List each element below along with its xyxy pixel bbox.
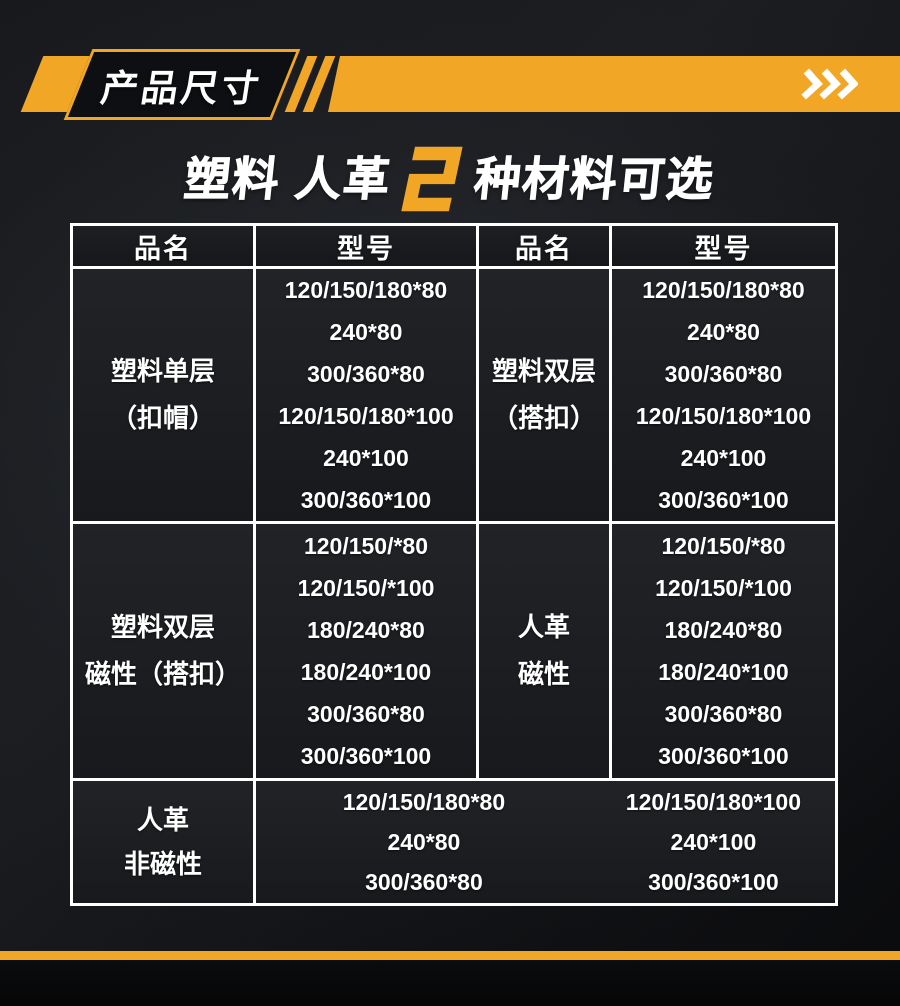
row3-name: 人革 非磁性 — [73, 781, 253, 903]
headline-suffix: 种材料可选 — [472, 153, 718, 206]
triple-chevron-right-icon — [801, 68, 859, 100]
row3-models-right: 120/150/180*100 240*100 300/360*100 — [625, 789, 802, 895]
row1-right-name: 塑料双层 （搭扣） — [479, 269, 609, 521]
bottom-accent-strip — [0, 951, 900, 960]
row2-right-models: 120/150/*80 120/150/*100 180/240*80 180/… — [612, 524, 835, 778]
banner-title-box: 产品尺寸 — [63, 49, 301, 120]
size-table: 品名 型号 品名 型号 塑料单层 （扣帽） 120/150/180*80 240… — [70, 223, 838, 906]
col-header-name-2: 品名 — [479, 226, 609, 266]
row2-right-name: 人革 磁性 — [479, 524, 609, 778]
row3-merged-models: 120/150/180*80 240*80 300/360*80 120/150… — [256, 781, 835, 903]
bottom-dark-area — [0, 960, 900, 1006]
row3-models-wrap: 120/150/180*80 240*80 300/360*80 120/150… — [256, 781, 835, 903]
col-header-model-1: 型号 — [256, 226, 476, 266]
banner-title: 产品尺寸 — [98, 67, 265, 109]
col-header-name-1: 品名 — [73, 226, 253, 266]
row1-left-models: 120/150/180*80 240*80 300/360*80 120/150… — [256, 269, 476, 521]
row1-left-name: 塑料单层 （扣帽） — [73, 269, 253, 521]
row1-right-models: 120/150/180*80 240*80 300/360*80 120/150… — [612, 269, 835, 521]
headline-number-2: 2 — [401, 140, 463, 213]
row2-left-name: 塑料双层 磁性（搭扣） — [73, 524, 253, 778]
headline: 塑料 人革 2 种材料可选 — [0, 138, 900, 214]
banner: 产品尺寸 — [0, 0, 900, 130]
headline-prefix: 塑料 人革 — [181, 153, 394, 206]
row2-left-models: 120/150/*80 120/150/*100 180/240*80 180/… — [256, 524, 476, 778]
row3-models-left: 120/150/180*80 240*80 300/360*80 — [342, 789, 506, 895]
banner-bar — [328, 56, 900, 112]
col-header-model-2: 型号 — [612, 226, 835, 266]
number-2-graphic — [401, 146, 463, 211]
